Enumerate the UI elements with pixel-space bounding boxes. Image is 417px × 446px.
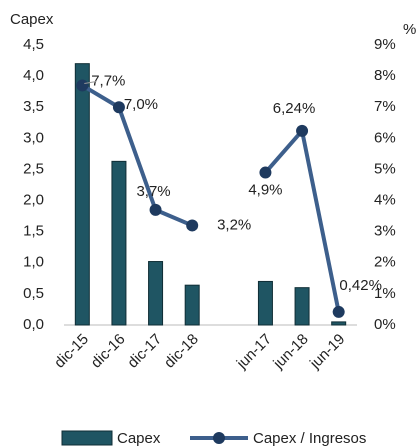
bar: [148, 261, 164, 326]
y2-tick-label: 1%: [374, 285, 396, 302]
data-label: 3,2%: [217, 216, 251, 233]
data-label: 6,24%: [273, 100, 316, 117]
bar: [184, 284, 200, 326]
bar: [111, 160, 127, 326]
bar: [331, 321, 347, 326]
y2-tick-label: 2%: [374, 254, 396, 271]
data-label: 4,9%: [248, 182, 282, 199]
y-tick-label: 3,5: [23, 98, 44, 115]
line-marker: [149, 203, 162, 216]
data-label: 7,7%: [91, 72, 125, 89]
y2-tick-label: 4%: [374, 192, 396, 209]
y2-tick-label: 0%: [374, 316, 396, 333]
y-tick-label: 1,5: [23, 223, 44, 240]
x-tick-label: dic-18: [161, 331, 202, 372]
data-label: 0,42%: [339, 277, 382, 294]
line-marker: [259, 166, 272, 179]
legend-label: Capex: [117, 430, 161, 446]
y-tick-label: 0,0: [23, 316, 44, 333]
legend-swatch: [213, 432, 225, 444]
leader-line: [84, 80, 97, 84]
y-tick-label: 3,0: [23, 129, 44, 146]
bar: [257, 280, 273, 326]
x-tick-label: dic-16: [88, 331, 129, 372]
data-label: 3,7%: [136, 183, 170, 200]
line-marker: [112, 101, 125, 114]
legend-label: Capex / Ingresos: [253, 430, 366, 446]
y2-axis-title: %: [403, 21, 416, 38]
x-tick-label: jun-18: [269, 331, 311, 373]
y-tick-label: 1,0: [23, 254, 44, 271]
y-tick-label: 2,0: [23, 192, 44, 209]
line-marker: [332, 305, 345, 318]
y-tick-label: 2,5: [23, 160, 44, 177]
legend-swatch: [61, 430, 113, 446]
line-marker: [186, 219, 199, 232]
x-tick-label: dic-15: [51, 331, 92, 372]
y2-tick-label: 7%: [374, 98, 396, 115]
bar: [294, 287, 310, 326]
line-marker: [76, 79, 89, 92]
x-tick-label: jun-19: [306, 331, 348, 373]
line-marker: [296, 124, 309, 137]
y2-tick-label: 5%: [374, 160, 396, 177]
x-tick-label: dic-17: [124, 331, 165, 372]
y-tick-label: 0,5: [23, 285, 44, 302]
y-tick-label: 4,0: [23, 67, 44, 84]
y2-tick-label: 8%: [374, 67, 396, 84]
y2-tick-label: 6%: [374, 129, 396, 146]
y2-tick-label: 9%: [374, 36, 396, 53]
bar: [74, 63, 90, 326]
data-label: 7,0%: [124, 96, 158, 113]
x-tick-label: jun-17: [233, 331, 275, 373]
y2-tick-label: 3%: [374, 223, 396, 240]
y-tick-label: 4,5: [23, 36, 44, 53]
y-axis-title: Capex: [10, 11, 54, 28]
